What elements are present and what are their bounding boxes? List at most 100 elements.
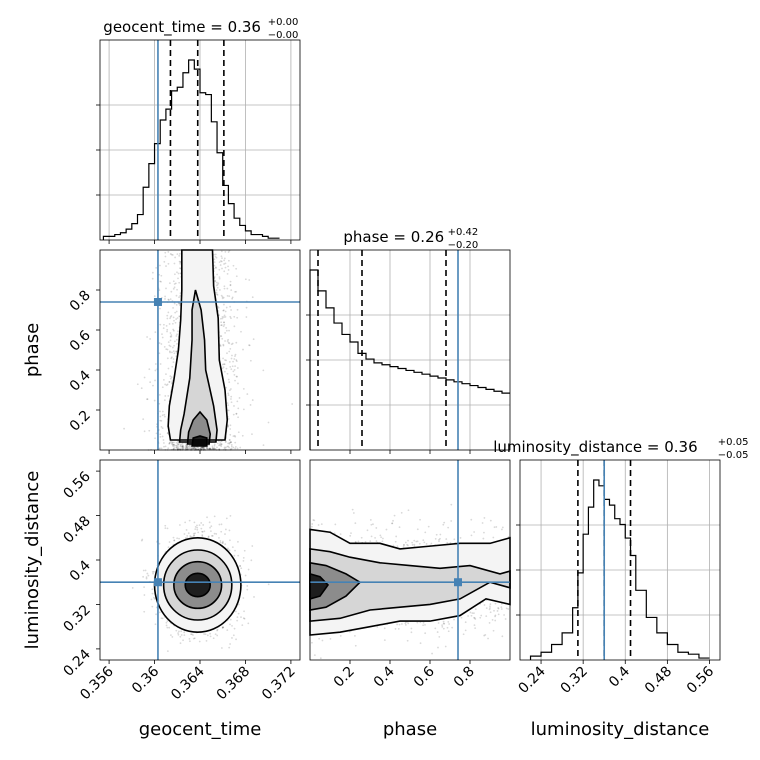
sample-point — [168, 344, 171, 347]
sample-point — [242, 556, 245, 559]
sample-point — [154, 331, 157, 334]
sample-point — [206, 447, 209, 450]
sample-point — [222, 344, 225, 347]
sample-point — [236, 616, 239, 619]
sample-point — [247, 622, 250, 625]
sample-point — [237, 416, 239, 419]
sample-point — [218, 448, 221, 450]
sample-point — [171, 441, 174, 444]
sample-point — [169, 377, 172, 380]
sample-point — [228, 361, 231, 363]
sample-point — [227, 338, 230, 341]
sample-point — [164, 395, 167, 397]
sample-point — [158, 542, 161, 545]
sample-point — [226, 372, 229, 375]
sample-point — [153, 295, 156, 298]
sample-point — [155, 266, 158, 269]
sample-point — [169, 339, 172, 342]
sample-point — [159, 435, 162, 438]
sample-point — [198, 524, 201, 527]
sample-point — [181, 444, 184, 447]
sample-point — [242, 559, 245, 562]
sample-point — [169, 298, 172, 301]
sample-point — [171, 365, 174, 368]
sample-point — [228, 439, 231, 441]
sample-point — [170, 356, 173, 359]
sample-point — [181, 448, 184, 451]
sample-point — [213, 447, 216, 450]
sample-point — [161, 427, 164, 430]
sample-point — [143, 430, 146, 433]
sample-point — [171, 254, 174, 256]
sample-point — [240, 616, 242, 619]
sample-point — [224, 543, 227, 546]
sample-point — [215, 256, 218, 259]
sample-point — [246, 393, 249, 395]
sample-point — [174, 444, 177, 447]
sample-point — [146, 398, 149, 401]
sample-point — [215, 293, 218, 296]
sample-point — [209, 448, 211, 450]
sample-point — [205, 446, 208, 449]
sample-point — [291, 403, 294, 405]
sample-point — [176, 271, 178, 274]
sample-point — [230, 357, 233, 360]
sample-point — [179, 642, 182, 645]
sample-point — [267, 583, 270, 586]
sample-point — [188, 640, 191, 643]
sample-point — [225, 367, 228, 370]
sample-point — [201, 535, 204, 537]
sample-point — [175, 335, 178, 337]
sample-point — [151, 277, 154, 280]
sample-point — [227, 269, 230, 271]
sample-point — [232, 634, 235, 637]
sample-point — [220, 321, 223, 324]
sample-point — [248, 279, 251, 281]
sample-point — [228, 389, 231, 392]
sample-point — [225, 446, 227, 449]
sample-point — [223, 323, 226, 326]
sample-point — [235, 359, 238, 361]
sample-point — [232, 360, 234, 363]
sample-point — [220, 443, 223, 446]
sample-point — [213, 515, 216, 518]
sample-point — [143, 376, 146, 379]
sample-point — [232, 413, 235, 416]
sample-point — [197, 531, 200, 534]
sample-point — [227, 259, 230, 262]
sample-point — [161, 414, 164, 417]
sample-point — [153, 570, 155, 573]
sample-point — [172, 361, 175, 364]
sample-point — [223, 285, 226, 288]
sample-point — [225, 326, 228, 329]
sample-point — [159, 433, 162, 436]
sample-point — [236, 308, 239, 311]
sample-point — [233, 627, 236, 630]
sample-point — [199, 447, 202, 450]
sample-point — [152, 572, 154, 575]
sample-point — [185, 445, 188, 448]
sample-point — [225, 306, 228, 309]
sample-point — [161, 333, 163, 336]
sample-point — [220, 523, 223, 526]
sample-point — [194, 528, 197, 531]
sample-point — [228, 381, 231, 384]
sample-point — [219, 539, 222, 542]
sample-point — [234, 365, 237, 368]
sample-point — [251, 296, 254, 299]
sample-point — [177, 330, 179, 333]
sample-point — [229, 514, 232, 517]
sample-point — [234, 353, 237, 356]
sample-point — [250, 559, 253, 562]
sample-point — [202, 447, 204, 450]
sample-point — [142, 569, 145, 572]
sample-point — [203, 448, 206, 450]
sample-point — [190, 447, 193, 450]
sample-point — [226, 402, 229, 404]
sample-point — [232, 370, 235, 373]
sample-point — [230, 368, 233, 371]
sample-point — [244, 278, 247, 281]
sample-point — [223, 287, 226, 290]
sample-point — [192, 448, 195, 450]
sample-point — [172, 329, 175, 332]
